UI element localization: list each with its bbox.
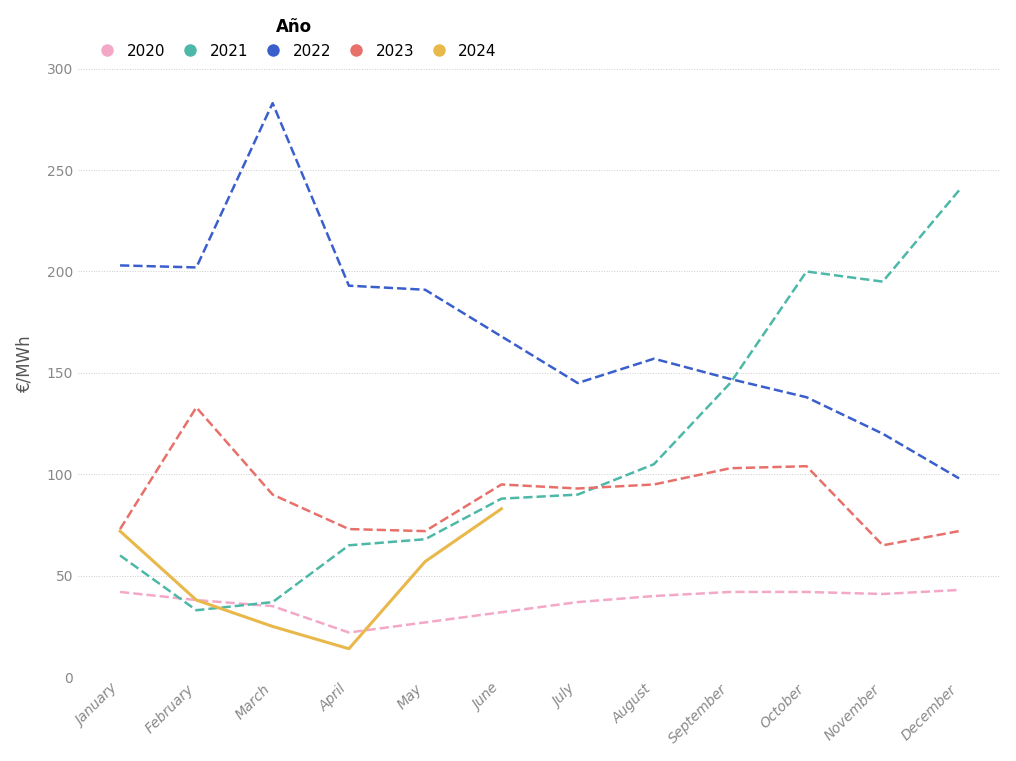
- 2020: [266, 602, 278, 611]
- 2022: [342, 281, 355, 290]
- 2020: [953, 585, 965, 594]
- 2023: [877, 541, 889, 550]
- Y-axis label: €/MWh: €/MWh: [15, 334, 33, 392]
- 2021: [342, 541, 355, 550]
- 2021: [419, 535, 431, 544]
- 2021: [496, 494, 508, 503]
- 2024: [190, 596, 202, 605]
- 2023: [724, 463, 737, 473]
- 2023: [801, 462, 813, 471]
- 2024: [496, 505, 508, 514]
- 2022: [801, 393, 813, 402]
- 2021: [114, 551, 126, 560]
- 2022: [190, 263, 202, 272]
- 2022: [648, 354, 660, 363]
- 2020: [419, 618, 431, 627]
- 2024: [419, 557, 431, 566]
- Line: 2020: 2020: [120, 590, 959, 632]
- 2021: [572, 490, 584, 499]
- 2022: [419, 285, 431, 295]
- 2021: [953, 186, 965, 195]
- 2024: [342, 644, 355, 653]
- 2024: [266, 622, 278, 631]
- 2021: [190, 606, 202, 615]
- 2022: [724, 374, 737, 384]
- 2020: [190, 596, 202, 605]
- 2022: [496, 332, 508, 341]
- 2020: [572, 597, 584, 607]
- Line: 2024: 2024: [120, 509, 502, 648]
- 2023: [572, 484, 584, 493]
- 2022: [572, 378, 584, 387]
- 2020: [648, 591, 660, 600]
- 2022: [877, 429, 889, 438]
- 2020: [801, 587, 813, 597]
- 2020: [724, 587, 737, 597]
- 2021: [724, 378, 737, 387]
- 2020: [877, 590, 889, 599]
- 2021: [266, 597, 278, 607]
- Line: 2023: 2023: [120, 407, 959, 546]
- 2023: [496, 480, 508, 489]
- 2022: [114, 261, 126, 270]
- 2020: [342, 628, 355, 637]
- 2020: [496, 608, 508, 617]
- 2022: [266, 99, 278, 108]
- 2023: [342, 524, 355, 533]
- Line: 2022: 2022: [120, 103, 959, 479]
- 2023: [190, 403, 202, 412]
- Line: 2021: 2021: [120, 190, 959, 610]
- 2021: [877, 277, 889, 286]
- 2021: [801, 267, 813, 276]
- 2023: [266, 490, 278, 499]
- 2023: [953, 527, 965, 536]
- Legend: 2020, 2021, 2022, 2023, 2024: 2020, 2021, 2022, 2023, 2024: [85, 12, 503, 65]
- 2023: [419, 527, 431, 536]
- 2022: [953, 474, 965, 483]
- 2020: [114, 587, 126, 597]
- 2023: [648, 480, 660, 489]
- 2024: [114, 527, 126, 536]
- 2023: [114, 524, 126, 533]
- 2021: [648, 460, 660, 469]
